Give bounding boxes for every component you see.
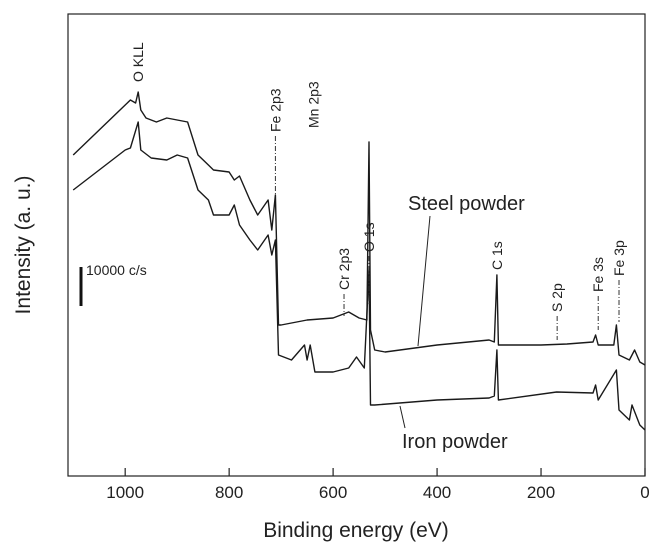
spectrum-line: [72, 121, 646, 431]
peak-label: O 1s: [361, 222, 377, 252]
plot-frame: [67, 13, 646, 477]
series-label: Steel powder: [408, 193, 525, 215]
x-tick-label: 800: [215, 483, 243, 502]
series-leader: [417, 215, 431, 347]
peak-label: S 2p: [549, 283, 565, 312]
y-axis-title: Intensity (a. u.): [12, 176, 35, 315]
peak-label: C 1s: [489, 241, 505, 270]
x-tick-label: 400: [423, 483, 451, 502]
spectrum-line: [72, 91, 646, 366]
peak-label: Cr 2p3: [336, 248, 352, 290]
x-tick-label: 200: [527, 483, 555, 502]
series-leader: [399, 405, 406, 429]
peak-label: Mn 2p3: [305, 81, 321, 128]
peak-label: Fe 3s: [590, 257, 606, 292]
x-axis-title: Binding energy (eV): [263, 519, 449, 542]
x-tick-label: 600: [319, 483, 347, 502]
peak-label: Fe 3p: [611, 240, 627, 276]
series-label: Iron powder: [402, 431, 508, 453]
peak-label: O KLL: [130, 42, 146, 82]
peak-label: Fe 2p3: [267, 88, 283, 132]
scale-bar-label: 10000 c/s: [86, 262, 147, 278]
x-tick-label: 0: [640, 483, 649, 502]
x-tick-label: 1000: [106, 483, 144, 502]
